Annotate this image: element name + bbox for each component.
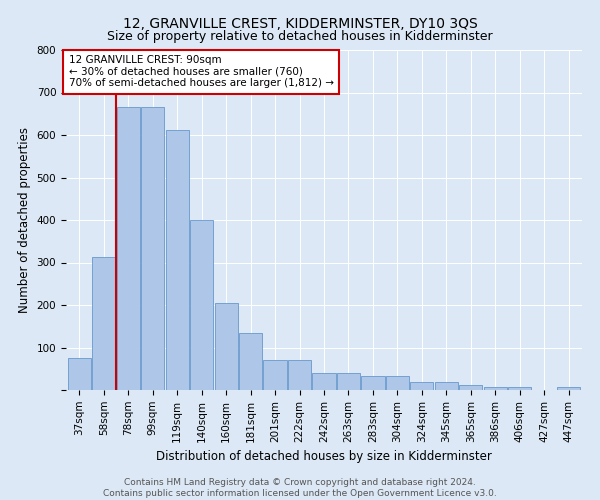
- Bar: [92, 258, 116, 390]
- Bar: [68, 358, 91, 390]
- Text: Size of property relative to detached houses in Kidderminster: Size of property relative to detached ho…: [107, 30, 493, 43]
- Bar: [239, 332, 262, 390]
- Y-axis label: Number of detached properties: Number of detached properties: [18, 127, 31, 313]
- Bar: [288, 360, 311, 390]
- Text: 12, GRANVILLE CREST, KIDDERMINSTER, DY10 3QS: 12, GRANVILLE CREST, KIDDERMINSTER, DY10…: [122, 18, 478, 32]
- Bar: [190, 220, 214, 390]
- Bar: [263, 360, 287, 390]
- X-axis label: Distribution of detached houses by size in Kidderminster: Distribution of detached houses by size …: [156, 450, 492, 463]
- Bar: [361, 376, 385, 390]
- Bar: [141, 108, 164, 390]
- Bar: [117, 108, 140, 390]
- Bar: [484, 387, 507, 390]
- Bar: [410, 382, 433, 390]
- Bar: [386, 376, 409, 390]
- Bar: [434, 382, 458, 390]
- Bar: [459, 385, 482, 390]
- Bar: [313, 373, 335, 390]
- Bar: [215, 303, 238, 390]
- Bar: [508, 387, 531, 390]
- Bar: [557, 387, 580, 390]
- Bar: [166, 130, 189, 390]
- Bar: [337, 373, 360, 390]
- Text: 12 GRANVILLE CREST: 90sqm
← 30% of detached houses are smaller (760)
70% of semi: 12 GRANVILLE CREST: 90sqm ← 30% of detac…: [68, 55, 334, 88]
- Text: Contains HM Land Registry data © Crown copyright and database right 2024.
Contai: Contains HM Land Registry data © Crown c…: [103, 478, 497, 498]
